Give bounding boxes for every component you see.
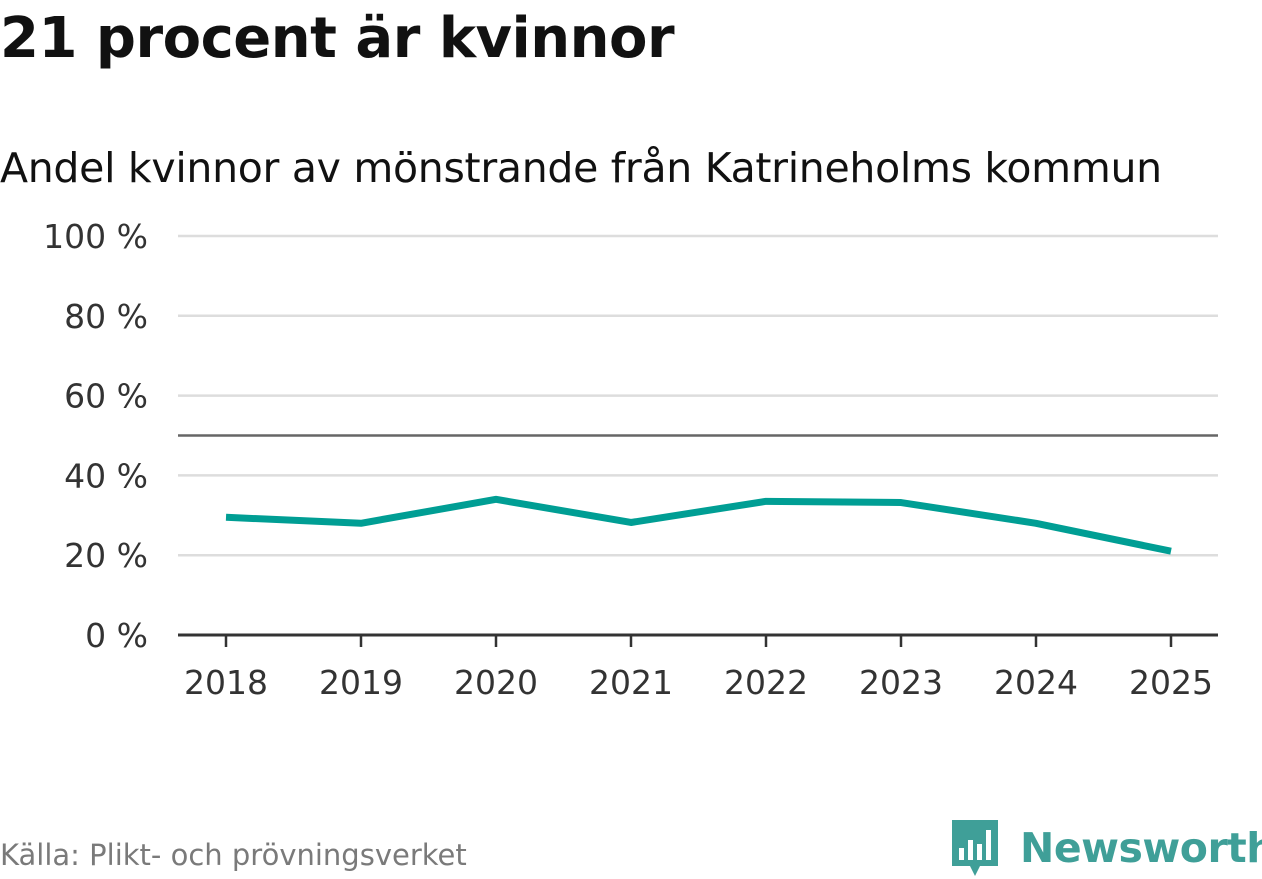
x-tick-label: 2018 (184, 663, 268, 702)
x-tick-label: 2021 (589, 663, 673, 702)
y-tick-label: 0 % (85, 616, 148, 655)
chart-subtitle: Andel kvinnor av mönstrande från Katrine… (0, 144, 1162, 192)
y-tick-label: 40 % (64, 456, 148, 495)
y-tick-label: 80 % (64, 297, 148, 336)
brand-name: Newsworthy (1020, 824, 1262, 872)
x-tick-label: 2024 (994, 663, 1078, 702)
chart-title: 21 procent är kvinnor (0, 6, 675, 71)
x-tick-label: 2022 (724, 663, 808, 702)
bar-chart-speech-bubble-icon (952, 820, 998, 876)
y-tick-label: 60 % (64, 377, 148, 416)
y-tick-label: 20 % (64, 536, 148, 575)
series-line (225, 495, 1172, 555)
y-tick-label: 100 % (43, 217, 148, 256)
source-text: Källa: Plikt- och prövningsverket (0, 838, 467, 872)
x-tick-label: 2025 (1129, 663, 1213, 702)
x-tick-label: 2023 (859, 663, 943, 702)
x-tick-label: 2020 (454, 663, 538, 702)
x-tick-label: 2019 (319, 663, 403, 702)
brand-logo: Newsworthy (950, 818, 1262, 878)
